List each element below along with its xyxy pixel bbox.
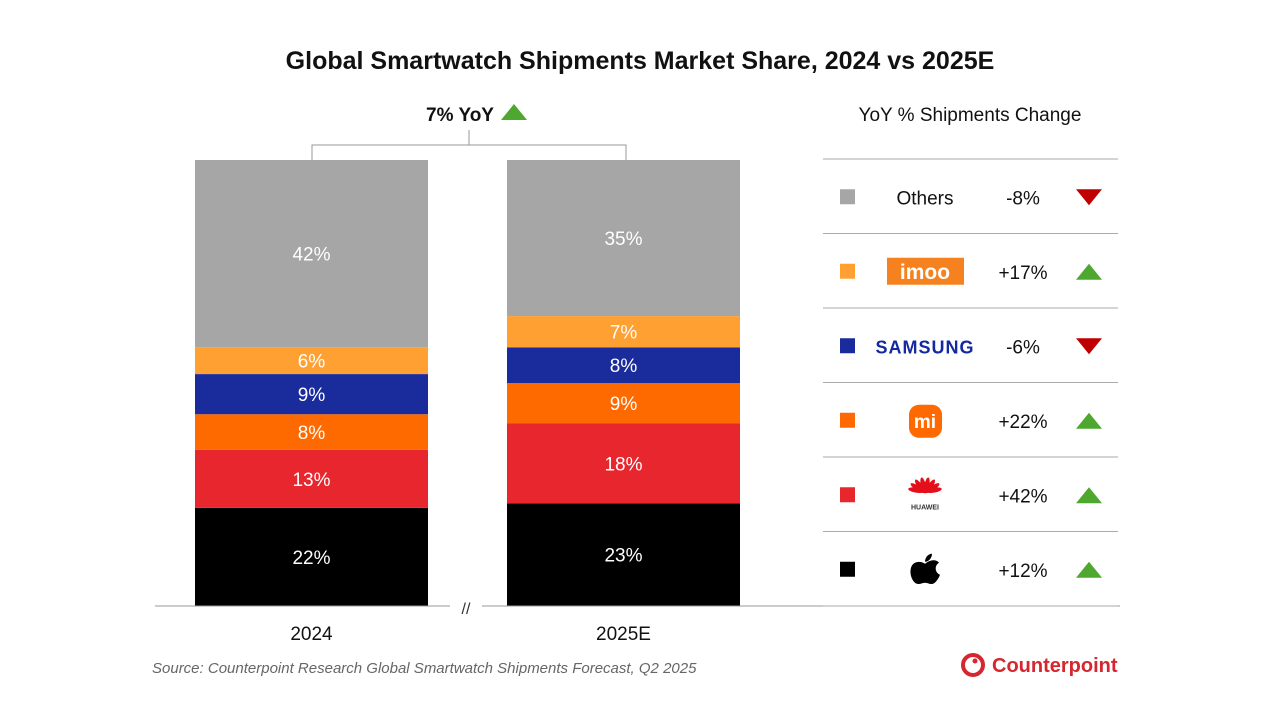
down-arrow-icon [1076, 338, 1102, 355]
legend-yoy-value: -8% [1006, 188, 1040, 209]
bar-segment-samsung-2025E [507, 347, 740, 383]
legend-yoy-value: +17% [998, 263, 1047, 284]
x-tick-label: 2025E [596, 624, 651, 645]
legend-yoy-value: +42% [998, 486, 1047, 507]
data-label: 8% [610, 356, 638, 377]
legend-yoy-value: +12% [998, 561, 1047, 582]
data-label: 9% [610, 394, 638, 415]
data-label: 18% [604, 454, 642, 475]
imoo-logo [887, 257, 964, 285]
bar-segment-others-2024 [195, 160, 428, 348]
up-arrow-icon [1076, 412, 1102, 429]
huawei-logo-text: HUAWEI [911, 504, 939, 511]
counterpoint-logo-icon [961, 653, 985, 677]
bar-segment-xiaomi-2025E [507, 383, 740, 424]
chart-title: Global Smartwatch Shipments Market Share… [286, 47, 995, 75]
legend-swatch [840, 263, 855, 279]
bar-segment-others-2025E [507, 160, 740, 317]
bar-segment-apple-2025E [507, 503, 740, 606]
counterpoint-logo-icon [972, 658, 978, 664]
up-arrow-icon [1076, 263, 1102, 280]
data-label: 8% [298, 423, 326, 444]
data-label: 13% [292, 470, 330, 491]
data-label: 6% [298, 352, 326, 373]
legend-swatch [840, 412, 855, 428]
data-label: 9% [298, 385, 326, 406]
bar-segment-huawei-2024 [195, 449, 428, 508]
up-arrow-icon [1076, 487, 1102, 504]
bar-segment-xiaomi-2024 [195, 414, 428, 450]
xiaomi-logo-text: mi [914, 412, 936, 433]
source-note: Source: Counterpoint Research Global Sma… [152, 660, 697, 677]
bar-segment-huawei-2025E [507, 423, 740, 504]
legend-label: Others [896, 188, 953, 209]
data-label: 7% [610, 323, 638, 344]
xiaomi-logo [909, 404, 942, 438]
bar-segment-apple-2024 [195, 507, 428, 606]
data-label: 42% [292, 245, 330, 266]
total-yoy-label: 7% YoY [426, 105, 494, 126]
legend-yoy-value: -6% [1006, 337, 1040, 358]
samsung-logo: SAMSUNG [875, 337, 974, 357]
legend-title: YoY % Shipments Change [859, 105, 1082, 126]
legend-swatch [840, 561, 855, 577]
down-arrow-icon [1076, 189, 1102, 206]
legend-yoy-value: +22% [998, 412, 1047, 433]
legend-swatch [840, 189, 855, 205]
data-label: 22% [292, 548, 330, 569]
data-label: 23% [604, 546, 642, 567]
legend-swatch [840, 338, 855, 354]
up-arrow-icon [501, 104, 527, 120]
bar-segment-imoo-2025E [507, 316, 740, 348]
x-tick-label: 2024 [290, 624, 333, 645]
bar-segment-samsung-2024 [195, 374, 428, 415]
axis-break: // [462, 601, 471, 618]
up-arrow-icon [1076, 561, 1102, 578]
counterpoint-logo-text: Counterpoint [992, 655, 1118, 677]
bar-segment-imoo-2024 [195, 347, 428, 375]
data-label: 35% [604, 229, 642, 250]
huawei-logo-petal [925, 487, 942, 494]
imoo-logo-text: imoo [900, 261, 950, 284]
legend-swatch [840, 487, 855, 503]
apple-logo [910, 553, 940, 585]
yoy-bracket [311, 144, 627, 160]
